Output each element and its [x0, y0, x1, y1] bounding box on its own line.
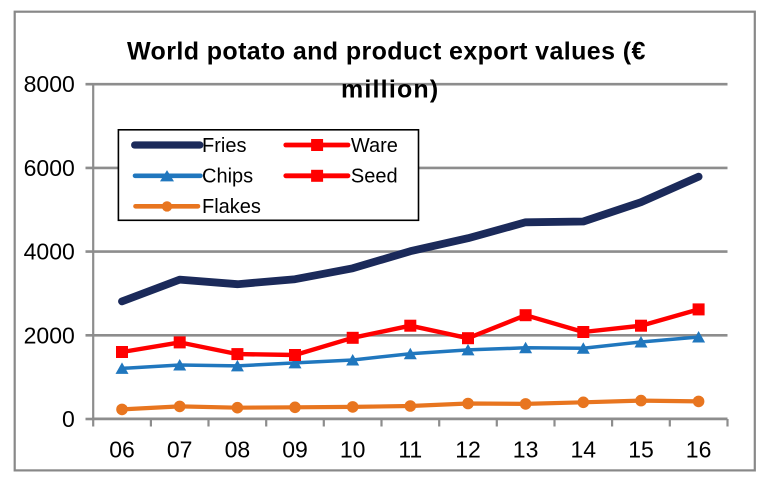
svg-text:0: 0 — [62, 406, 75, 432]
svg-text:09: 09 — [282, 437, 308, 463]
svg-text:16: 16 — [686, 437, 712, 463]
svg-text:2000: 2000 — [24, 322, 75, 348]
svg-text:06: 06 — [109, 437, 135, 463]
svg-text:Chips: Chips — [202, 166, 253, 188]
svg-text:Ware: Ware — [351, 135, 398, 157]
svg-text:08: 08 — [225, 437, 251, 463]
svg-text:15: 15 — [628, 437, 654, 463]
svg-text:Seed: Seed — [351, 166, 398, 188]
svg-text:13: 13 — [513, 437, 539, 463]
svg-text:6000: 6000 — [24, 155, 75, 181]
svg-text:11: 11 — [398, 437, 422, 463]
svg-text:07: 07 — [167, 437, 193, 463]
svg-text:8000: 8000 — [24, 71, 75, 97]
svg-text:12: 12 — [455, 437, 481, 463]
svg-text:Fries: Fries — [202, 135, 246, 157]
svg-text:World potato and product expor: World potato and product export values (… — [127, 37, 646, 65]
svg-text:14: 14 — [571, 437, 597, 463]
svg-text:million): million) — [341, 76, 439, 104]
svg-text:10: 10 — [340, 437, 366, 463]
svg-text:4000: 4000 — [24, 239, 75, 265]
svg-text:Flakes: Flakes — [202, 196, 261, 218]
